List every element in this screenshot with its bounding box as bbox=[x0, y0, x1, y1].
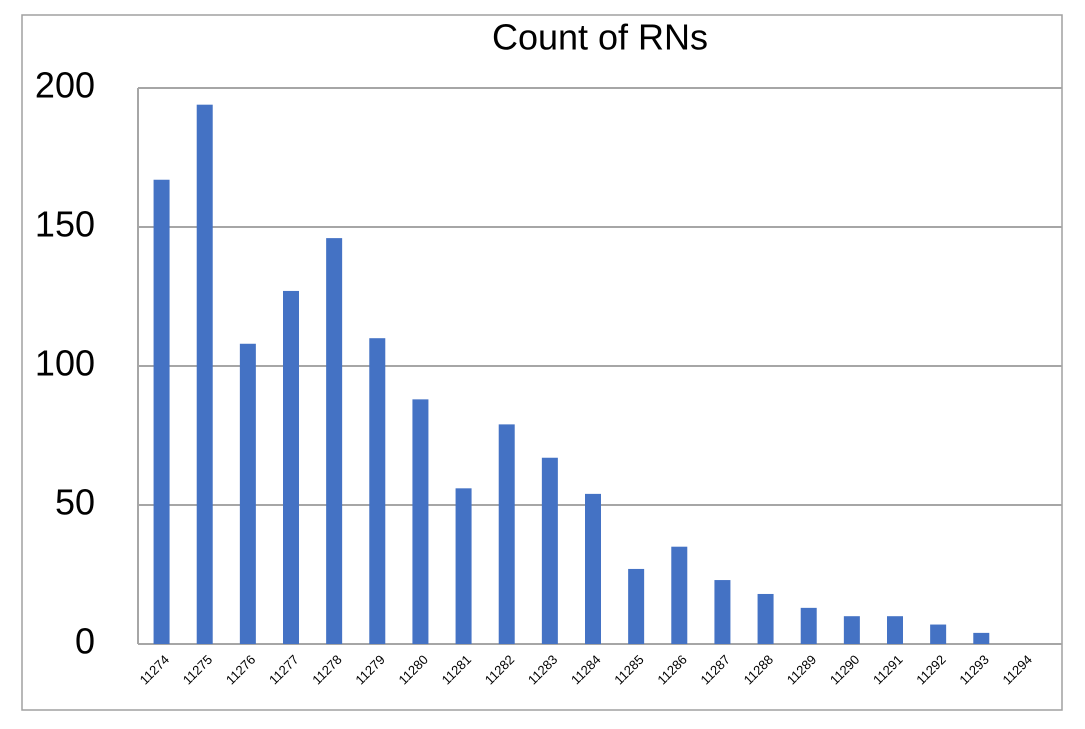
bar bbox=[628, 568, 645, 644]
bar bbox=[714, 580, 731, 644]
y-tick-label: 100 bbox=[35, 343, 95, 384]
bar bbox=[671, 546, 688, 644]
bar bbox=[455, 488, 472, 644]
bar bbox=[369, 338, 386, 644]
bar bbox=[757, 593, 774, 644]
bar bbox=[585, 493, 601, 644]
bar bbox=[153, 179, 170, 645]
y-tick-label: 0 bbox=[75, 621, 95, 662]
bar bbox=[930, 624, 947, 644]
bar bbox=[239, 343, 256, 644]
bar bbox=[283, 290, 299, 644]
bar bbox=[973, 632, 990, 644]
bar bbox=[412, 399, 429, 644]
y-tick-label: 150 bbox=[35, 204, 95, 245]
bar bbox=[843, 616, 860, 644]
bar bbox=[887, 616, 903, 644]
bar bbox=[498, 424, 515, 644]
bar bbox=[800, 607, 817, 644]
y-tick-label: 200 bbox=[35, 65, 95, 106]
bar bbox=[326, 238, 343, 644]
y-tick-label: 50 bbox=[55, 482, 95, 523]
bar bbox=[196, 104, 213, 645]
chart-title: Count of RNs bbox=[492, 17, 708, 58]
bar bbox=[541, 457, 558, 644]
